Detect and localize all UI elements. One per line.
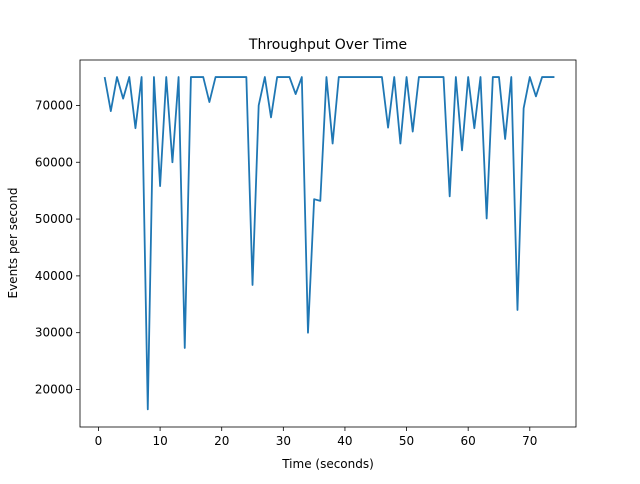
axes-frame <box>79 59 577 428</box>
y-axis-label: Events per second <box>6 188 20 299</box>
x-tick-label: 20 <box>214 434 229 448</box>
x-tick-label: 50 <box>399 434 414 448</box>
y-axis-ticks: 20000 30000 40000 50000 60000 70000 <box>35 98 80 397</box>
y-tick-label: 70000 <box>35 98 73 112</box>
x-tick-label: 30 <box>276 434 291 448</box>
x-tick-label: 40 <box>337 434 352 448</box>
series-line-0 <box>103 76 555 411</box>
y-tick-label: 50000 <box>35 212 73 226</box>
chart-title: Throughput Over Time <box>248 37 407 53</box>
x-tick-label: 0 <box>95 434 103 448</box>
plot-area <box>103 76 555 411</box>
x-tick-label: 60 <box>461 434 476 448</box>
x-axis-label: Time (seconds) <box>281 457 374 471</box>
y-tick-label: 20000 <box>35 383 73 397</box>
x-axis-ticks: 0 10 20 30 40 50 60 70 <box>95 427 537 448</box>
y-tick-label: 30000 <box>35 326 73 340</box>
y-tick-label: 60000 <box>35 155 73 169</box>
y-tick-label: 40000 <box>35 269 73 283</box>
x-tick-label: 10 <box>152 434 167 448</box>
x-tick-label: 70 <box>522 434 537 448</box>
